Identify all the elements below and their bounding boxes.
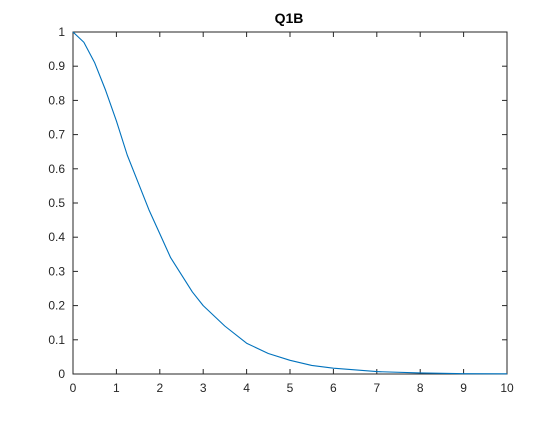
- y-tick-label: 0.9: [48, 59, 65, 73]
- chart-title: Q1B: [275, 10, 304, 26]
- y-tick-label: 0.2: [48, 299, 65, 313]
- x-tick-label: 3: [200, 381, 207, 395]
- series-line: [72, 31, 508, 375]
- y-tick-label: 0.4: [48, 230, 65, 244]
- x-tick-label: 8: [417, 381, 424, 395]
- y-tick-label: 0.3: [48, 264, 65, 278]
- x-tick-label: 6: [330, 381, 337, 395]
- x-tick-label: 10: [500, 381, 514, 395]
- plot-area-frame: [72, 31, 508, 375]
- x-tick-label: 9: [460, 381, 467, 395]
- x-tick-label: 7: [373, 381, 380, 395]
- y-tick-label: 0.7: [48, 128, 65, 142]
- y-tick-label: 1: [58, 25, 65, 39]
- x-tick-label: 5: [287, 381, 294, 395]
- y-tick-label: 0.6: [48, 162, 65, 176]
- y-tick-label: 0.5: [48, 196, 65, 210]
- x-tick-label: 4: [243, 381, 250, 395]
- x-tick-label: 1: [113, 381, 120, 395]
- x-tick-label: 0: [70, 381, 77, 395]
- x-tick-label: 2: [156, 381, 163, 395]
- y-tick-label: 0: [58, 367, 65, 381]
- y-tick-label: 0.8: [48, 93, 65, 107]
- y-tick-label: 0.1: [48, 333, 65, 347]
